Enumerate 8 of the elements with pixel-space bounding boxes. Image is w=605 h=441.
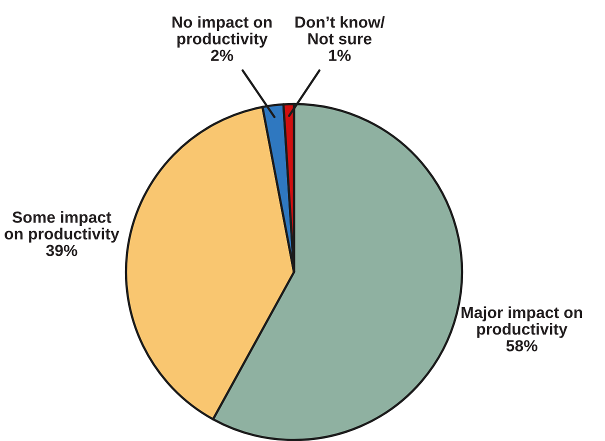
slice-label: No impact on productivity bbox=[172, 16, 272, 48]
slice-label: Some impact on productivity bbox=[4, 211, 120, 243]
data-label: 39% bbox=[46, 244, 78, 256]
data-label: 58% bbox=[506, 340, 538, 352]
data-label: 2% bbox=[211, 50, 234, 62]
slice-label: Don’t know/ Not sure bbox=[295, 16, 385, 44]
slice-label: Major impact on productivity bbox=[462, 306, 582, 338]
data-label: 1% bbox=[329, 50, 351, 62]
